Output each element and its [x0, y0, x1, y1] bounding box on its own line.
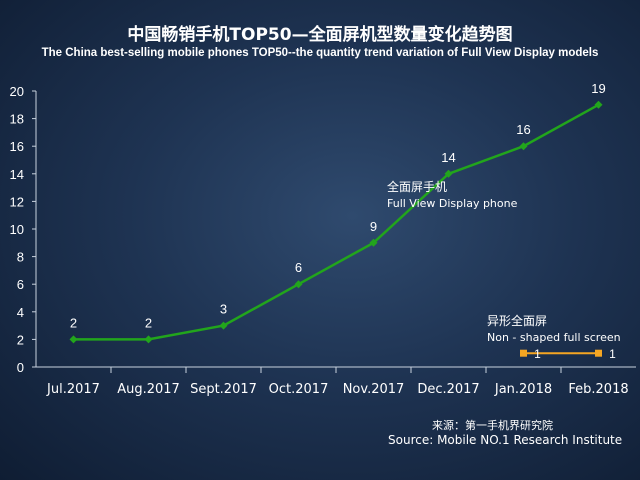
x-tick-label: Aug.2017: [117, 382, 180, 397]
x-tick-label: Jan.2018: [494, 382, 552, 397]
data-label: 19: [591, 81, 605, 96]
source-en: Source: Mobile NO.1 Research Institute: [388, 433, 622, 447]
data-point: [519, 142, 528, 151]
data-point: [520, 349, 527, 357]
data-marks: 2 2 3 6 9 14 16 19 1 1 全面屏手机 Full View Display phon…: [69, 81, 621, 361]
x-tick-label: Dec.2017: [417, 382, 479, 397]
data-label: 1: [534, 347, 541, 361]
data-point: [294, 280, 303, 289]
data-label: 1: [609, 347, 616, 361]
chart-title: 中国畅销手机TOP50—全面屏机型数量变化趋势图: [127, 24, 512, 45]
y-tick-label: 20: [10, 84, 24, 99]
data-label: 9: [370, 219, 377, 234]
data-point: [595, 349, 602, 357]
series-label: Non - shaped full screen: [487, 331, 621, 344]
x-tick-label: Nov.2017: [343, 382, 405, 397]
data-label: 6: [295, 260, 302, 275]
y-tick-label: 4: [17, 305, 24, 320]
data-label: 2: [145, 315, 152, 330]
data-label: 16: [516, 122, 530, 137]
y-tick-label: 16: [10, 139, 24, 154]
y-tick-label: 6: [17, 277, 24, 292]
y-tick-label: 18: [10, 112, 24, 127]
data-point: [369, 238, 378, 247]
x-tick-label: Feb.2018: [568, 382, 628, 397]
y-tick-label: 12: [10, 194, 24, 209]
chart-subtitle: The China best-selling mobile phones TOP…: [42, 47, 599, 59]
data-point: [69, 335, 78, 344]
x-tick-label: Jul.2017: [46, 382, 100, 397]
data-label: 3: [220, 302, 227, 317]
series-label-cn: 全面屏手机: [387, 179, 447, 194]
x-tick-label: Sept.2017: [190, 382, 257, 397]
y-tick-label: 0: [17, 360, 24, 375]
series-label-cn: 异形全面屏: [487, 313, 547, 328]
y-tick-label: 2: [17, 332, 24, 347]
data-label: 14: [441, 150, 455, 165]
y-tick-label: 14: [10, 167, 24, 182]
data-point: [219, 321, 228, 330]
data-point: [444, 169, 453, 178]
source-cn: 来源：第一手机界研究院: [432, 418, 553, 432]
data-label: 2: [70, 315, 77, 330]
y-tick-label: 10: [10, 222, 24, 237]
data-point: [144, 335, 153, 344]
series-label: Full View Display phone: [387, 197, 518, 210]
x-tick-label: Oct.2017: [269, 382, 329, 397]
series-line: [73, 103, 600, 341]
data-point: [594, 100, 603, 109]
y-tick-label: 8: [17, 250, 24, 265]
